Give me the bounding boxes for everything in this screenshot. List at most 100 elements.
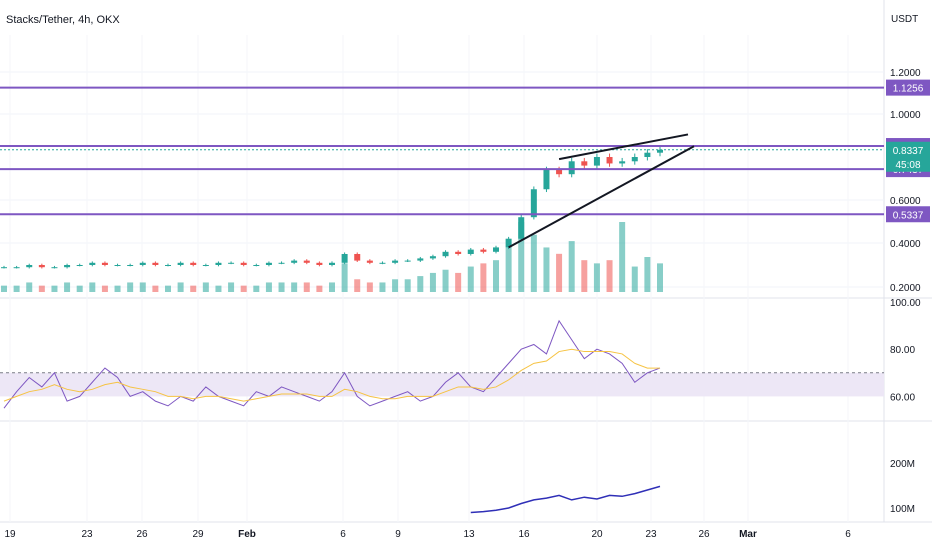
candle [64,265,71,268]
last-price-label: 0.8337 [893,146,924,157]
volume-bar [253,285,260,292]
volume-bar [581,260,588,292]
volume-bar [38,285,45,292]
volume-bar [152,285,159,292]
candle [202,265,209,266]
volume-bar [442,269,449,292]
volume-bar [303,282,310,292]
volume-bar [165,285,171,292]
candle [177,262,184,265]
candle [493,247,499,252]
candle [51,267,58,269]
candle [366,260,373,263]
candle [341,254,348,263]
candle [127,265,134,266]
time-tick-label: 26 [136,529,148,540]
volume-bar [190,285,197,292]
level-price-label: 1.1256 [893,84,924,95]
candle [657,149,663,153]
volume-bar [480,263,487,292]
candle [543,169,550,190]
candle [101,262,108,265]
rsi-tick-label: 60.00 [890,392,915,403]
wedge-lower-trendline[interactable] [508,145,695,249]
volume-bar [568,241,575,292]
volume-bar [543,247,550,292]
volume-bar [215,285,222,292]
volume-bar [467,266,474,292]
time-tick-label: 29 [192,529,204,540]
candle [165,265,171,266]
candle [253,265,260,266]
volume-bar [76,285,83,292]
candle [13,267,20,269]
candle [215,262,222,265]
volume-bar [417,276,424,292]
candle [379,262,386,264]
candle [392,260,399,263]
price-tick-label: 0.2000 [890,283,921,294]
volume-indicator-tick-label: 100M [890,504,915,515]
candle [76,265,83,266]
volume-bar [26,282,33,292]
time-tick-label: 13 [463,529,475,540]
candle [316,262,323,265]
volume-bar [631,266,638,292]
chart-title: Stacks/Tether, 4h, OKX [6,14,120,26]
level-price-tag [886,79,930,96]
candle [329,262,335,265]
volume-bar [644,257,651,292]
volume-bar [392,279,399,292]
candle [1,267,7,269]
candle [139,262,146,265]
volume-bar [619,222,626,292]
rsi-ma-line [3,348,660,402]
time-tick-label: 23 [81,529,93,540]
candle [593,157,600,166]
price-tick-label: 1.2000 [890,68,921,79]
candle [114,265,121,266]
volume-bar [429,272,436,292]
rsi-band [0,372,884,397]
volume-bar [127,282,134,292]
wedge-upper-trendline[interactable] [558,133,689,161]
volume-bar [316,285,323,292]
candle [606,157,613,164]
volume-bar [493,260,499,292]
volume-bar [530,234,537,292]
volume-bar [593,263,600,292]
volume-bar [556,253,563,292]
volume-bar [51,285,58,292]
volume-bar [240,285,247,292]
volume-indicator-line [470,485,661,514]
rsi-line [3,319,661,409]
candle [530,189,537,218]
time-tick-label: 9 [395,529,401,540]
rsi-tick-label: 100.00 [890,298,921,309]
volume-bar [177,282,184,292]
candle [480,249,487,252]
candle [442,251,449,257]
volume-bar [64,282,71,292]
volume-bar [101,285,108,292]
candle-countdown-label: 45:08 [895,160,920,171]
volume-bar [341,263,348,292]
candle [354,254,361,261]
volume-bar [114,285,121,292]
candle [190,262,197,265]
volume-bar [202,282,209,292]
candle [581,161,588,166]
time-tick-label: 26 [698,529,710,540]
candle [429,256,436,259]
volume-bar [366,282,373,292]
candle [619,161,626,164]
candle [38,265,45,268]
volume-bar [1,285,7,292]
time-tick-label: 20 [591,529,603,540]
volume-bar [291,282,298,292]
time-tick-label: 16 [518,529,530,540]
candle [568,161,575,175]
time-tick-label: Mar [739,529,757,540]
